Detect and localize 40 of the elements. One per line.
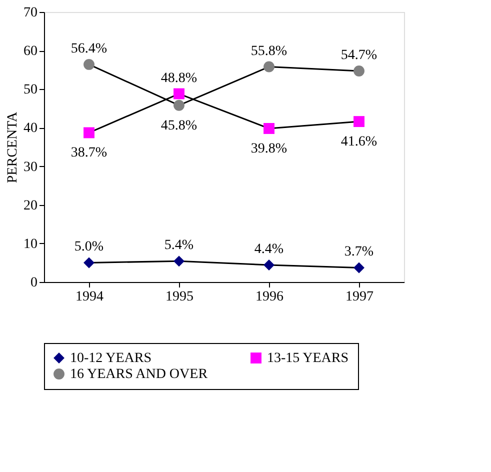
point <box>354 262 364 274</box>
x-tick-label: 1995 <box>166 290 194 304</box>
point <box>174 88 184 100</box>
data-label: 48.8% <box>160 70 198 86</box>
y-tick-label: 60 <box>24 44 38 60</box>
data-label: 4.4% <box>254 242 284 258</box>
y-tick-label: 10 <box>24 236 38 252</box>
data-label: 5.4% <box>164 238 194 254</box>
y-tick-label: 50 <box>24 82 38 98</box>
point <box>84 257 94 268</box>
x-tick-label: 1997 <box>346 290 374 304</box>
point <box>84 127 94 138</box>
y-tick-label: 20 <box>24 198 38 214</box>
point <box>264 123 274 134</box>
data-label: 54.7% <box>340 48 378 64</box>
data-label: 39.8% <box>250 141 288 156</box>
y-tick-label: 0 <box>30 276 38 290</box>
point <box>264 61 274 72</box>
data-label: 56.4% <box>70 41 108 56</box>
point <box>174 100 184 111</box>
data-label: 45.8% <box>160 118 198 134</box>
data-label: 55.8% <box>250 44 288 59</box>
legend-label: 13-15 YEARS <box>267 351 349 366</box>
x-tick-label: 1996 <box>256 290 284 304</box>
data-label: 5.0% <box>74 240 104 255</box>
point <box>264 260 274 271</box>
legend-label: 16 YEARS AND OVER <box>70 367 208 382</box>
data-label: 38.7% <box>70 146 108 161</box>
y-tick-label: 70 <box>24 6 38 20</box>
point <box>354 116 364 128</box>
point <box>354 66 364 76</box>
point <box>84 58 94 70</box>
y-axis-title: PERCENTA <box>6 111 20 184</box>
data-label: 3.7% <box>344 244 374 260</box>
data-label: 41.6% <box>340 134 378 150</box>
x-tick-label: 1994 <box>76 290 104 304</box>
legend-label: 10-12 YEARS <box>70 351 152 366</box>
y-tick-label: 30 <box>24 160 38 175</box>
y-tick-label: 40 <box>24 121 38 136</box>
point <box>174 256 184 267</box>
